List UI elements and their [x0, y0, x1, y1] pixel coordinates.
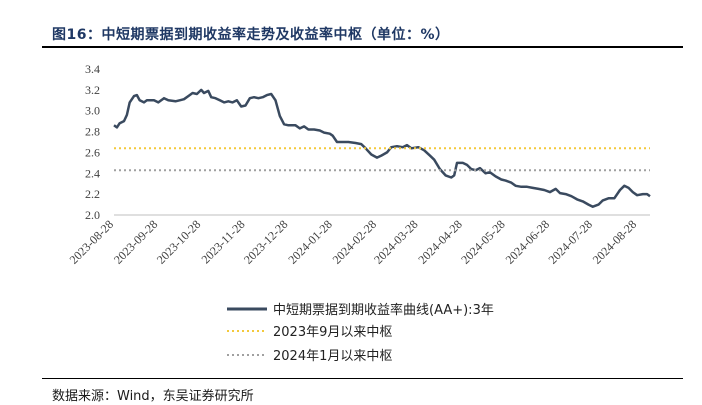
y-tick-label: 2.2: [85, 187, 100, 201]
source-rule: [42, 378, 683, 379]
y-tick-label: 3.0: [85, 104, 100, 118]
y-tick-label: 2.6: [85, 145, 100, 159]
x-tick-label: 2024-05-28: [458, 217, 507, 266]
yield-chart: 2.0 2.2 2.4 2.6 2.8 3.0 3.2 3.4 2023-08-282023-0…: [67, 62, 651, 364]
x-tick-label: 2024-08-28: [590, 217, 639, 266]
chart-axes: 2.0 2.2 2.4 2.6 2.8 3.0 3.2 3.4 2023-08-282023-0…: [67, 62, 650, 267]
legend-label: 2023年9月以来中枢: [273, 325, 392, 340]
x-tick-label: 2024-04-28: [415, 217, 464, 266]
chart-legend: 中短期票据到期收益率曲线(AA+):3年 2023年9月以来中枢 2024年1月以来…: [227, 302, 494, 364]
series-line-yield: [113, 88, 651, 208]
x-tick-label: 2024-06-28: [503, 217, 552, 266]
x-tick-label: 2023-12-28: [241, 217, 290, 266]
y-tick-label: 2.4: [85, 166, 100, 180]
legend-label: 2024年1月以来中枢: [273, 349, 392, 364]
x-tick-label: 2024-01-28: [285, 217, 334, 266]
legend-label: 中短期票据到期收益率曲线(AA+):3年: [273, 302, 494, 318]
x-tick-label: 2023-08-28: [67, 217, 116, 266]
x-tick-label: 2023-11-28: [198, 217, 247, 266]
source-note: 数据来源：Wind，东吴证券研究所: [52, 389, 254, 404]
y-tick-label: 3.2: [85, 83, 100, 97]
y-tick-label: 2.0: [85, 208, 100, 222]
title-rule: [42, 46, 683, 48]
y-tick-label: 2.8: [85, 125, 100, 139]
x-tick-label: 2024-03-28: [371, 217, 420, 266]
x-tick-label: 2023-09-28: [111, 217, 160, 266]
figure-title: 图16：中短期票据到期收益率走势及收益率中枢（单位：%）: [52, 27, 450, 43]
x-tick-label: 2023-10-28: [154, 217, 203, 266]
x-tick-label: 2024-07-28: [545, 217, 594, 266]
x-tick-label: 2024-02-28: [330, 217, 379, 266]
chart-lines: [113, 88, 651, 208]
y-tick-label: 3.4: [85, 62, 100, 76]
